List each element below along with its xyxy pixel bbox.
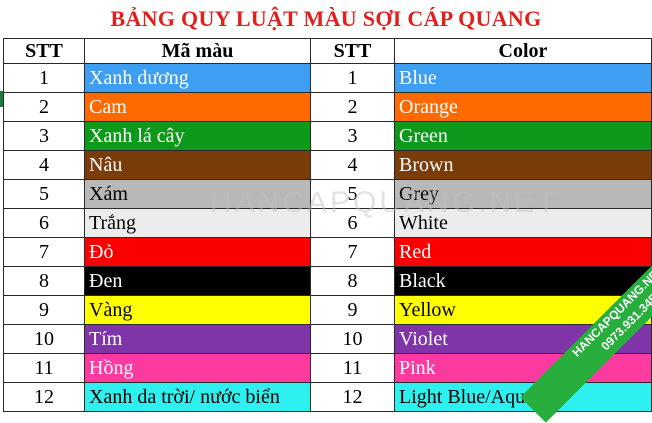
color-swatch-en: Black (394, 266, 652, 296)
watermark: HANCAPQUANG.NET (210, 186, 559, 219)
color-swatch-vn: Xanh dương (84, 63, 311, 93)
color-swatch-en: Red (394, 237, 652, 267)
row-number-left: 7 (3, 237, 85, 267)
table-row: 12 Xanh da trời/ nước biển 12 Light Blue/Aq… (3, 382, 652, 412)
row-number-right: 8 (310, 266, 395, 296)
color-swatch-vn: Hồng (84, 353, 311, 383)
row-number-right: 7 (310, 237, 395, 267)
row-number-right: 6 (310, 208, 395, 238)
row-number-left: 12 (3, 382, 85, 412)
table-row: 4 Nâu 4 Brown (3, 150, 652, 180)
row-number-left: 3 (3, 121, 85, 151)
row-number-left: 11 (3, 353, 85, 383)
table-row: 6 Trắng 6 White (3, 208, 652, 238)
row-number-right: 4 (310, 150, 395, 180)
header-color-code: Mã màu (84, 38, 311, 64)
row-number-right: 5 (310, 179, 395, 209)
color-swatch-en: Green (394, 121, 652, 151)
color-swatch-vn: Xanh da trời/ nước biển (84, 382, 311, 412)
table-row: 7 Đỏ 7 Red (3, 237, 652, 267)
row-number-right: 2 (310, 92, 395, 122)
color-swatch-en: Pink (394, 353, 652, 383)
color-swatch-vn: Cam (84, 92, 311, 122)
header-stt-right: STT (310, 38, 395, 64)
color-swatch-vn: Đỏ (84, 237, 311, 267)
row-number-right: 1 (310, 63, 395, 93)
color-swatch-vn: Nâu (84, 150, 311, 180)
table-row: 10 Tím 10 Violet (3, 324, 652, 354)
header-stt-left: STT (3, 38, 85, 64)
row-number-left: 9 (3, 295, 85, 325)
row-number-left: 6 (3, 208, 85, 238)
header-color: Color (394, 38, 652, 64)
table-row: 8 Đen 8 Black (3, 266, 652, 296)
color-swatch-vn: Xám (84, 179, 311, 209)
color-swatch-en: Grey (394, 179, 652, 209)
color-swatch-vn: Vàng (84, 295, 311, 325)
color-swatch-en: Orange (394, 92, 652, 122)
color-swatch-vn: Đen (84, 266, 311, 296)
fiber-color-table: STT Mã màu STT Color 1 Xanh dương 1 Blue 2 Ca… (3, 38, 652, 412)
row-number-left: 10 (3, 324, 85, 354)
color-swatch-en: Brown (394, 150, 652, 180)
color-swatch-vn: Xanh lá cây (84, 121, 311, 151)
table-body: 1 Xanh dương 1 Blue 2 Cam 2 Orange 3 Xanh lá cây 3… (3, 63, 652, 412)
table-row: 9 Vàng 9 Yellow (3, 295, 652, 325)
table-header-row: STT Mã màu STT Color (3, 38, 652, 64)
row-number-left: 5 (3, 179, 85, 209)
table-row: 1 Xanh dương 1 Blue (3, 63, 652, 93)
row-number-right: 3 (310, 121, 395, 151)
table-row: 3 Xanh lá cây 3 Green (3, 121, 652, 151)
table-row: 5 Xám 5 Grey (3, 179, 652, 209)
row-number-right: 12 (310, 382, 395, 412)
table-row: 2 Cam 2 Orange (3, 92, 652, 122)
row-number-left: 4 (3, 150, 85, 180)
color-swatch-en: Blue (394, 63, 652, 93)
row-number-right: 10 (310, 324, 395, 354)
color-swatch-en: White (394, 208, 652, 238)
color-swatch-vn: Trắng (84, 208, 311, 238)
row-number-right: 11 (310, 353, 395, 383)
row-marker (0, 91, 3, 107)
row-number-right: 9 (310, 295, 395, 325)
table-row: 11 Hồng 11 Pink (3, 353, 652, 383)
page-title: BẢNG QUY LUẬT MÀU SỢI CÁP QUANG (110, 6, 542, 31)
row-number-left: 1 (3, 63, 85, 93)
row-number-left: 8 (3, 266, 85, 296)
row-number-left: 2 (3, 92, 85, 122)
color-code-sheet: BẢNG QUY LUẬT MÀU SỢI CÁP QUANG STT Mã m… (0, 6, 652, 423)
color-swatch-vn: Tím (84, 324, 311, 354)
